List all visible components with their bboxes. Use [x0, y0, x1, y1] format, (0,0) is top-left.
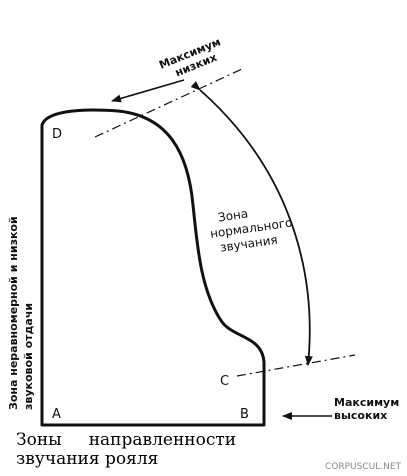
max-high-label: Максимум высоких	[334, 396, 399, 422]
corner-label-c: C	[220, 374, 229, 389]
corner-label-b: B	[240, 407, 249, 422]
max-low-arrow-icon	[111, 79, 185, 103]
corner-label-a: A	[52, 407, 61, 422]
max-high-label-line2: высоких	[334, 409, 387, 422]
side-zone-label-line1: Зона неравномерной и низкой	[7, 216, 20, 410]
normal-zone-label: Зона нормального звучания	[209, 206, 293, 254]
normal-zone-arc-arrow	[190, 81, 313, 366]
max-low-label: Максимум низких	[157, 35, 222, 79]
max-high-direction-line	[236, 354, 356, 377]
side-zone-label: Зона неравномерной и низкой звуковой отд…	[7, 216, 35, 410]
figure-caption-line1: Зоны направленности	[16, 430, 237, 450]
max-high-label-line1: Максимум	[334, 396, 399, 409]
site-watermark: CORPUSCUL.NET	[324, 462, 401, 472]
figure-caption: Зоны направленности звучания рояля	[16, 431, 316, 469]
max-low-direction-line	[94, 68, 243, 138]
normal-zone-label-line1: Зона	[217, 206, 249, 224]
figure-caption-line2: звучания рояля	[16, 449, 159, 469]
corner-label-d: D	[52, 127, 62, 142]
piano-outline	[40, 108, 266, 427]
side-zone-label-line2: звуковой отдачи	[22, 303, 35, 410]
